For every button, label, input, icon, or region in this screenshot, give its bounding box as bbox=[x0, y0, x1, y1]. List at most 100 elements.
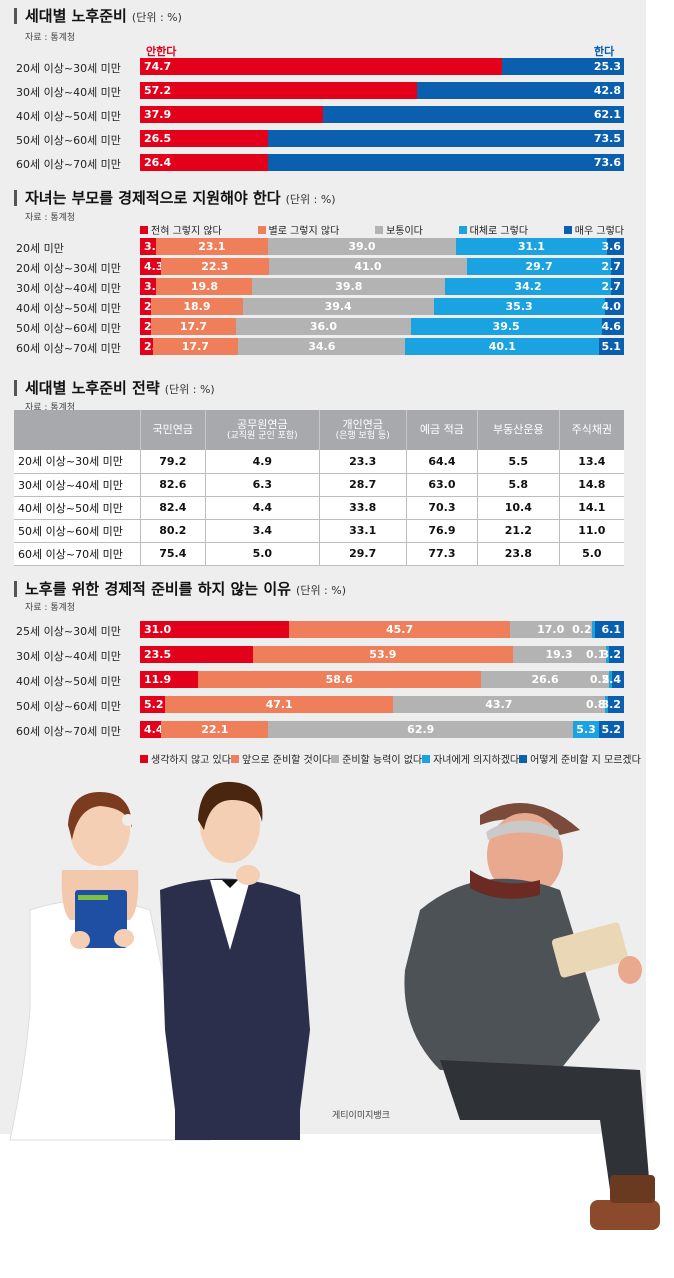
data-label: 31.1 bbox=[517, 240, 545, 253]
legend-item: 준비할 능력이 없다 bbox=[331, 751, 422, 766]
data-label: 5.3 bbox=[576, 723, 596, 736]
bar-segment: 3.6 bbox=[601, 238, 624, 255]
bar-segment: 31.0 bbox=[140, 621, 290, 638]
table-header-label: 개인연금 bbox=[342, 417, 383, 431]
data-label: 4.6 bbox=[601, 320, 621, 333]
row-label: 20세 미만 bbox=[16, 242, 64, 255]
legend-label: 대체로 그렇다 bbox=[469, 226, 529, 237]
row-label: 20세 이상~30세 미만 bbox=[16, 62, 121, 75]
data-label: 19.8 bbox=[190, 280, 218, 293]
bar-segment: 18.9 bbox=[151, 298, 243, 315]
table-header-label: 공무원연금 bbox=[237, 417, 288, 431]
bar-row: 26.5 73.5 bbox=[140, 130, 624, 147]
legend-swatch bbox=[458, 225, 467, 234]
bar-segment: 0.2 bbox=[572, 621, 595, 638]
data-label: 4.0 bbox=[601, 300, 621, 313]
table-cell: 14.1 bbox=[558, 496, 624, 520]
legend-item: 자녀에게 의지하겠다 bbox=[422, 751, 519, 766]
table-header: 공무원연금 (교직원 군인 포함) bbox=[205, 410, 320, 450]
data-label: 35.3 bbox=[505, 300, 533, 313]
table-header-label: 부동산운용 bbox=[493, 423, 544, 437]
image-credit: 게티이미지뱅크 bbox=[332, 1111, 390, 1121]
table-cell: 6.3 bbox=[205, 473, 320, 497]
source-text: 자료 : 통계청 bbox=[25, 33, 76, 43]
legend-item: 전혀 그렇지 않다 bbox=[140, 222, 222, 237]
data-label: 45.7 bbox=[385, 623, 414, 636]
section-title-prep: 세대별 노후준비 (단위 : %) bbox=[14, 8, 182, 24]
data-label: 11.9 bbox=[144, 673, 172, 686]
bar-segment: 3.2 bbox=[601, 696, 624, 713]
section-unit: (단위 : %) bbox=[164, 383, 215, 396]
table-row-label: 20세 이상~30세 미만 bbox=[14, 450, 140, 474]
table-header-row: 국민연금 공무원연금 (교직원 군인 포함) 개인연금 (은행 보험 등) 예금 적금 부동… bbox=[14, 410, 624, 450]
table-row-label: 40세 이상~50세 미만 bbox=[14, 496, 140, 520]
bar-segment: 19.8 bbox=[156, 278, 253, 295]
table-header-sub: (교직원 군인 포함) bbox=[226, 431, 298, 442]
legend-item: 별로 그렇지 않다 bbox=[257, 222, 340, 237]
bar-segment: 39.0 bbox=[267, 238, 457, 255]
bar-segment: 0.1 bbox=[586, 646, 609, 663]
groom-illustration bbox=[160, 781, 310, 1140]
legend-support: 전혀 그렇지 않다 별로 그렇지 않다 보통이다 대체로 그렇다 매우 그렇다 bbox=[140, 222, 624, 237]
source-text: 자료 : 통계청 bbox=[25, 603, 76, 613]
data-label: 29.7 bbox=[525, 260, 553, 273]
bar-row: 2.2 17.7 36.0 39.5 4.6 bbox=[140, 318, 624, 335]
bar-segment: 62.9 bbox=[268, 721, 574, 738]
table-row: 40세 이상~50세 미만 82.4 4.4 33.8 70.3 10.4 14.1 bbox=[14, 496, 624, 520]
legend-label: 별로 그렇지 않다 bbox=[268, 226, 340, 237]
section-unit: (단위 : %) bbox=[285, 193, 336, 206]
bar-row: 11.9 58.6 26.6 0.5 2.4 bbox=[140, 671, 624, 688]
bar-segment: 5.3 bbox=[573, 721, 599, 738]
data-label: 74.7 bbox=[144, 60, 172, 73]
data-label: 18.9 bbox=[183, 300, 211, 313]
bar-segment: 57.2 bbox=[140, 82, 417, 99]
data-label: 22.3 bbox=[201, 260, 229, 273]
bar-segment: 23.1 bbox=[155, 238, 268, 255]
legend-item: 앞으로 준비할 것이다 bbox=[230, 751, 331, 766]
data-label: 2.4 bbox=[601, 673, 622, 686]
bar-segment: 17.7 bbox=[150, 318, 237, 335]
bar-segment: 39.5 bbox=[410, 318, 602, 335]
row-label: 50세 이상~60세 미만 bbox=[16, 134, 121, 147]
data-label: 34.2 bbox=[514, 280, 542, 293]
table-cell: 10.4 bbox=[476, 496, 560, 520]
bar-segment: 22.3 bbox=[160, 258, 269, 275]
bar-segment: 73.6 bbox=[267, 154, 624, 171]
legend-label: 매우 그렇다 bbox=[574, 226, 624, 237]
bar-segment: 62.1 bbox=[323, 106, 624, 123]
section-unit: (단위 : %) bbox=[131, 11, 182, 24]
bar-segment: 2.6 bbox=[140, 338, 164, 355]
table-cell: 33.8 bbox=[318, 496, 407, 520]
section-title-reasons: 노후를 위한 경제적 준비를 하지 않는 이유 (단위 : %) bbox=[14, 581, 346, 597]
data-label: 17.7 bbox=[179, 320, 208, 333]
bar-segment: 4.0 bbox=[601, 298, 624, 315]
table-cell: 11.0 bbox=[558, 519, 624, 543]
legend-item: 대체로 그렇다 bbox=[458, 222, 529, 237]
legend-swatch bbox=[140, 754, 148, 763]
bar-row: 37.9 62.1 bbox=[140, 106, 624, 123]
bar-row: 5.2 47.1 43.7 0.8 3.2 bbox=[140, 696, 624, 713]
bar-segment: 31.1 bbox=[456, 238, 607, 255]
bar-segment: 53.9 bbox=[253, 646, 513, 663]
bar-segment: 35.3 bbox=[433, 298, 605, 315]
label-prep: 한다 bbox=[594, 45, 615, 58]
table-cell: 29.7 bbox=[318, 542, 407, 566]
data-label: 34.6 bbox=[308, 340, 336, 353]
table-cell: 5.0 bbox=[205, 542, 320, 566]
row-label: 30세 이상~40세 미만 bbox=[16, 86, 121, 99]
table-row: 20세 이상~30세 미만 79.2 4.9 23.3 64.4 5.5 13.4 bbox=[14, 450, 624, 474]
bar-segment: 25.3 bbox=[501, 58, 624, 75]
table-cell: 13.4 bbox=[558, 450, 624, 474]
bar-segment: 4.4 bbox=[140, 721, 164, 738]
section-unit: (단위 : %) bbox=[296, 584, 347, 597]
data-label: 39.8 bbox=[335, 280, 363, 293]
data-label: 47.1 bbox=[265, 698, 293, 711]
table-cell: 82.4 bbox=[139, 496, 206, 520]
bar-row: 23.5 53.9 19.3 0.1 3.2 bbox=[140, 646, 624, 663]
data-label: 3.2 bbox=[601, 698, 621, 711]
legend-item: 어떻게 준비할 지 모르겠다 bbox=[519, 751, 641, 766]
bar-segment: 0.8 bbox=[586, 696, 609, 713]
data-label: 0.2 bbox=[572, 623, 592, 636]
legend-label: 전혀 그렇지 않다 bbox=[151, 226, 222, 237]
bar-segment: 2.7 bbox=[601, 258, 624, 275]
